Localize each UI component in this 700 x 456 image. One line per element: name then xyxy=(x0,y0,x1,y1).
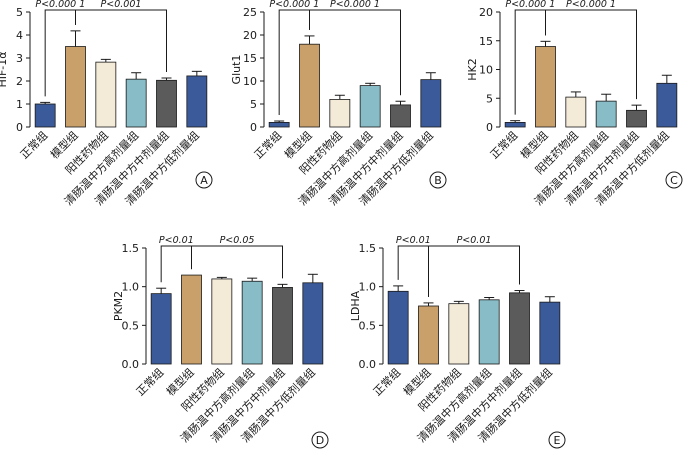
significance-label: P<0.05 xyxy=(220,235,255,246)
y-tick-label: 5 xyxy=(486,92,493,105)
y-tick-label: 20 xyxy=(243,29,257,42)
panel-tag-circle xyxy=(195,171,213,189)
panel-tag-label: C xyxy=(670,174,678,187)
y-axis-label: Glut1 xyxy=(230,55,243,85)
y-tick-label: 5 xyxy=(250,98,257,111)
panel-tag-circle xyxy=(548,431,566,449)
bar-2 xyxy=(65,46,86,128)
bar-6 xyxy=(539,301,561,365)
bar-4 xyxy=(241,280,263,365)
bar-5 xyxy=(272,287,293,365)
y-tick-label: 1.0 xyxy=(122,281,140,294)
y-axis-label: LDHA xyxy=(349,290,362,321)
significance-label: P<0.000 1 xyxy=(505,0,555,10)
y-tick-label: 0.0 xyxy=(122,358,140,371)
panel-tag-label: B xyxy=(434,174,442,187)
significance-label: P<0.001 xyxy=(101,0,142,10)
y-tick-label: 25 xyxy=(243,6,257,19)
y-tick-label: 1.0 xyxy=(359,281,377,294)
bar-4 xyxy=(359,85,381,128)
bar-6 xyxy=(186,75,208,128)
bar-6 xyxy=(420,79,442,128)
y-tick-label: 1.5 xyxy=(122,242,140,255)
bar-1 xyxy=(504,122,526,128)
bar-1 xyxy=(387,290,409,365)
bar-3 xyxy=(448,303,470,365)
panel-tag-label: E xyxy=(554,434,561,447)
y-tick-label: 10 xyxy=(479,64,493,77)
bar-5 xyxy=(626,109,647,128)
panel-tag-circle xyxy=(429,171,447,189)
y-tick-label: 10 xyxy=(243,75,257,88)
bar-5 xyxy=(509,292,530,365)
bar-6 xyxy=(302,282,324,365)
y-tick-label: 0 xyxy=(486,121,493,134)
bar-1 xyxy=(34,103,56,128)
bar-4 xyxy=(595,100,617,128)
significance-bracket xyxy=(75,9,167,73)
bar-2 xyxy=(418,305,439,365)
y-tick-label: 3 xyxy=(16,52,23,65)
y-tick-label: 20 xyxy=(479,6,493,19)
y-tick-label: 0 xyxy=(16,121,23,134)
bar-2 xyxy=(535,46,556,128)
significance-bracket xyxy=(428,245,520,297)
y-tick-label: 1 xyxy=(16,98,23,111)
y-tick-label: 1.5 xyxy=(359,242,377,255)
bar-5 xyxy=(390,104,411,128)
panel-tag-label: D xyxy=(316,434,324,447)
significance-label: P<0.01 xyxy=(159,235,194,246)
panel-tag-circle xyxy=(665,171,683,189)
bar-6 xyxy=(656,82,678,128)
bar-1 xyxy=(150,293,172,365)
y-axis-label: PKM2 xyxy=(112,291,125,321)
panel-tag-circle xyxy=(311,431,329,449)
y-tick-label: 5 xyxy=(16,6,23,19)
significance-label: P<0.01 xyxy=(457,235,492,246)
significance-label: P<0.000 1 xyxy=(566,0,616,10)
bar-1 xyxy=(268,122,290,128)
panel-tag-label: A xyxy=(200,174,208,187)
bar-3 xyxy=(565,96,587,128)
y-tick-label: 0.5 xyxy=(122,319,140,332)
bar-4 xyxy=(478,299,500,365)
significance-bracket xyxy=(397,245,429,297)
y-tick-label: 15 xyxy=(243,52,257,65)
significance-bracket xyxy=(191,245,283,279)
bar-5 xyxy=(156,79,177,128)
y-tick-label: 0.0 xyxy=(359,358,377,371)
y-tick-label: 0.5 xyxy=(359,319,377,332)
significance-label: P<0.01 xyxy=(396,235,431,246)
bar-2 xyxy=(299,43,320,128)
significance-label: P<0.000 1 xyxy=(330,0,380,10)
significance-label: P<0.000 1 xyxy=(269,0,319,10)
bar-3 xyxy=(95,61,117,128)
bar-4 xyxy=(125,78,147,128)
y-tick-label: 15 xyxy=(479,35,493,48)
bar-3 xyxy=(211,278,233,365)
bar-2 xyxy=(181,274,202,365)
y-tick-label: 2 xyxy=(16,75,23,88)
y-axis-label: HK2 xyxy=(466,58,479,80)
y-tick-label: 0 xyxy=(250,121,257,134)
significance-label: P<0.000 1 xyxy=(35,0,85,10)
y-tick-label: 4 xyxy=(16,29,23,42)
significance-bracket xyxy=(545,9,637,100)
y-axis-label: HIF-1α xyxy=(0,51,9,87)
significance-bracket xyxy=(309,9,401,96)
bar-3 xyxy=(329,99,351,128)
